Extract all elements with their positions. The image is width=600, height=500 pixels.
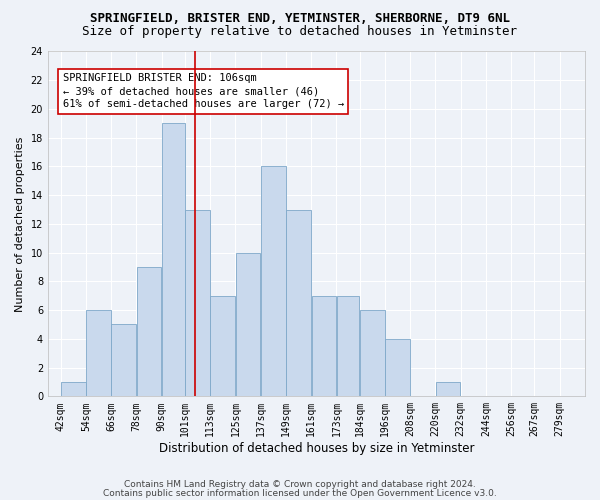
Bar	[137, 267, 161, 396]
Bar	[311, 296, 336, 396]
X-axis label: Distribution of detached houses by size in Yetminster: Distribution of detached houses by size …	[159, 442, 474, 455]
Bar	[286, 210, 311, 396]
Bar	[261, 166, 286, 396]
Text: SPRINGFIELD, BRISTER END, YETMINSTER, SHERBORNE, DT9 6NL: SPRINGFIELD, BRISTER END, YETMINSTER, SH…	[90, 12, 510, 26]
Bar	[112, 324, 136, 396]
Y-axis label: Number of detached properties: Number of detached properties	[15, 136, 25, 312]
Text: Size of property relative to detached houses in Yetminster: Size of property relative to detached ho…	[83, 25, 517, 38]
Bar	[162, 124, 185, 396]
Bar	[436, 382, 460, 396]
Text: Contains public sector information licensed under the Open Government Licence v3: Contains public sector information licen…	[103, 489, 497, 498]
Text: Contains HM Land Registry data © Crown copyright and database right 2024.: Contains HM Land Registry data © Crown c…	[124, 480, 476, 489]
Bar	[360, 310, 385, 396]
Text: SPRINGFIELD BRISTER END: 106sqm
← 39% of detached houses are smaller (46)
61% of: SPRINGFIELD BRISTER END: 106sqm ← 39% of…	[62, 73, 344, 110]
Bar	[337, 296, 359, 396]
Bar	[185, 210, 210, 396]
Bar	[211, 296, 235, 396]
Bar	[86, 310, 111, 396]
Bar	[385, 339, 410, 396]
Bar	[236, 252, 260, 396]
Bar	[61, 382, 86, 396]
